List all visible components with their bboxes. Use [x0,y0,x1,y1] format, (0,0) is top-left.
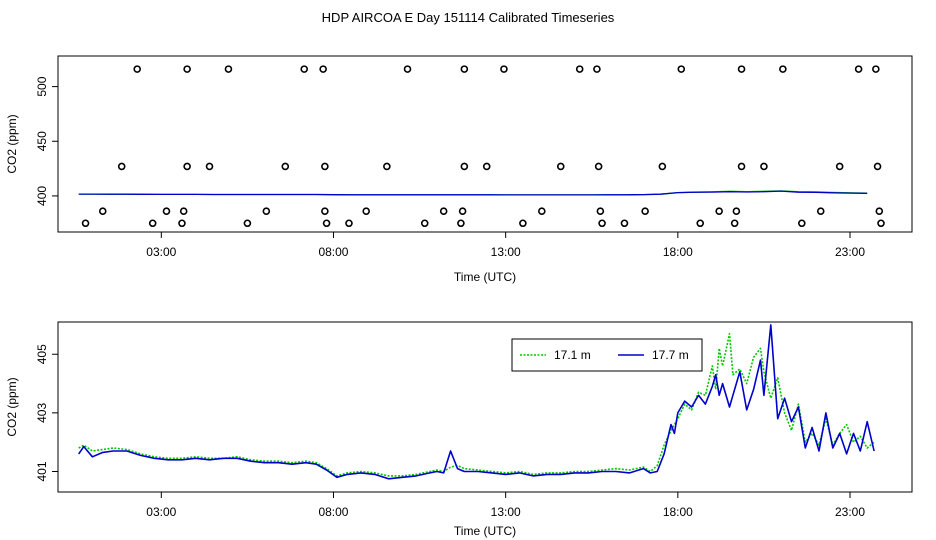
calibration-point [593,65,601,73]
top-y-tick-label: 450 [35,131,49,151]
calibration-point [179,207,188,216]
calibration-point [715,207,723,216]
top-x-tick-label: 18:00 [663,245,693,259]
calibration-point [816,207,825,216]
calibration-point [457,219,465,228]
calibration-point [737,162,746,171]
calibration-point [178,219,186,228]
calibration-point [183,162,191,171]
bottom-series-line-17-1-m [78,332,875,477]
top-y-tick-label: 400 [35,186,49,206]
calibration-point [500,65,508,73]
top-x-tick-label: 13:00 [491,245,521,259]
legend-entry-label: 17.7 m [652,348,689,362]
calibration-point [598,219,606,228]
bottom-y-tick-label: 401 [35,461,49,481]
calibration-point [319,65,327,73]
calibration-point [854,65,863,73]
top-x-axis-label: Time (UTC) [454,270,516,284]
bottom-x-axis-label: Time (UTC) [454,524,516,538]
calibration-point [458,207,467,216]
calibration-point [620,219,629,228]
calibration-point [798,219,806,228]
top-panel-scatter: 03:00 08:00 13:00 18:00 23:00 400 450 500 Time (… [5,55,913,284]
calibration-point [383,162,391,171]
calibration-point [81,219,90,228]
calibration-point [205,162,214,171]
calibration-point [875,207,884,216]
calibration-point [148,219,157,228]
calibration-point [183,65,191,73]
calibration-point [460,65,469,73]
top-x-tick-label: 23:00 [835,245,865,259]
calibration-point [873,162,882,171]
bottom-series-line-17-7-m [78,324,875,480]
calibration-point [641,207,649,216]
bottom-y-tick-label: 403 [35,403,49,423]
calibration-point [439,207,448,216]
calibration-point [420,219,429,228]
bottom-x-tick-label: 03:00 [146,505,176,519]
top-y-axis-label: CO2 (ppm) [5,114,19,173]
calibration-point [575,65,584,73]
calibration-point [872,65,880,73]
bottom-x-tick-label: 08:00 [318,505,348,519]
calibration-point [321,162,329,171]
legend: 17.1 m 17.7 m [511,338,703,372]
calibration-point [460,162,469,171]
calibration-point [760,162,768,171]
calibration-point [300,65,309,73]
calibration-point [737,65,746,73]
calibration-point [403,65,412,73]
calibration-point [321,207,329,216]
calibration-point [732,207,741,216]
bottom-panel-timeseries: 03:00 08:00 13:00 18:00 23:00 401 403 405 Time (… [5,321,913,538]
calibration-point [224,65,233,73]
top-x-tick-label: 03:00 [146,245,176,259]
calibration-point [362,207,370,216]
calibration-point [556,162,565,171]
calibration-point [696,219,705,228]
calibration-point [779,65,787,73]
calibration-point [658,162,667,171]
top-plot-frame [57,55,913,233]
top-x-tick-label: 08:00 [318,245,348,259]
calibration-point [281,162,290,171]
calibration-point [482,162,491,171]
calibration-point [835,162,844,171]
calibration-point [322,219,331,228]
calibration-point [117,162,126,171]
calibration-point [133,65,142,73]
calibration-point [538,207,546,216]
calibration-point [594,162,603,171]
legend-box [511,338,703,372]
legend-entry-label: 17.1 m [554,348,591,362]
chart-title: HDP AIRCOA E Day 151114 Calibrated Times… [322,10,615,25]
bottom-y-axis-label: CO2 (ppm) [5,377,19,436]
bottom-plot-frame [57,321,913,493]
bottom-y-tick-label: 405 [35,344,49,364]
calibration-point [243,219,252,228]
calibration-point [877,219,885,228]
bottom-x-tick-label: 23:00 [835,505,865,519]
calibration-point [677,65,686,73]
top-y-tick-label: 500 [35,76,49,96]
top-series-line-17-7-m [78,190,868,196]
calibration-point [262,207,271,216]
calibration-point [519,219,527,228]
bottom-x-tick-label: 13:00 [491,505,521,519]
calibration-point [98,207,107,216]
bottom-x-tick-label: 18:00 [663,505,693,519]
calibration-point [162,207,171,216]
calibration-point [345,219,353,228]
calibration-point [730,219,739,228]
calibration-point [596,207,605,216]
